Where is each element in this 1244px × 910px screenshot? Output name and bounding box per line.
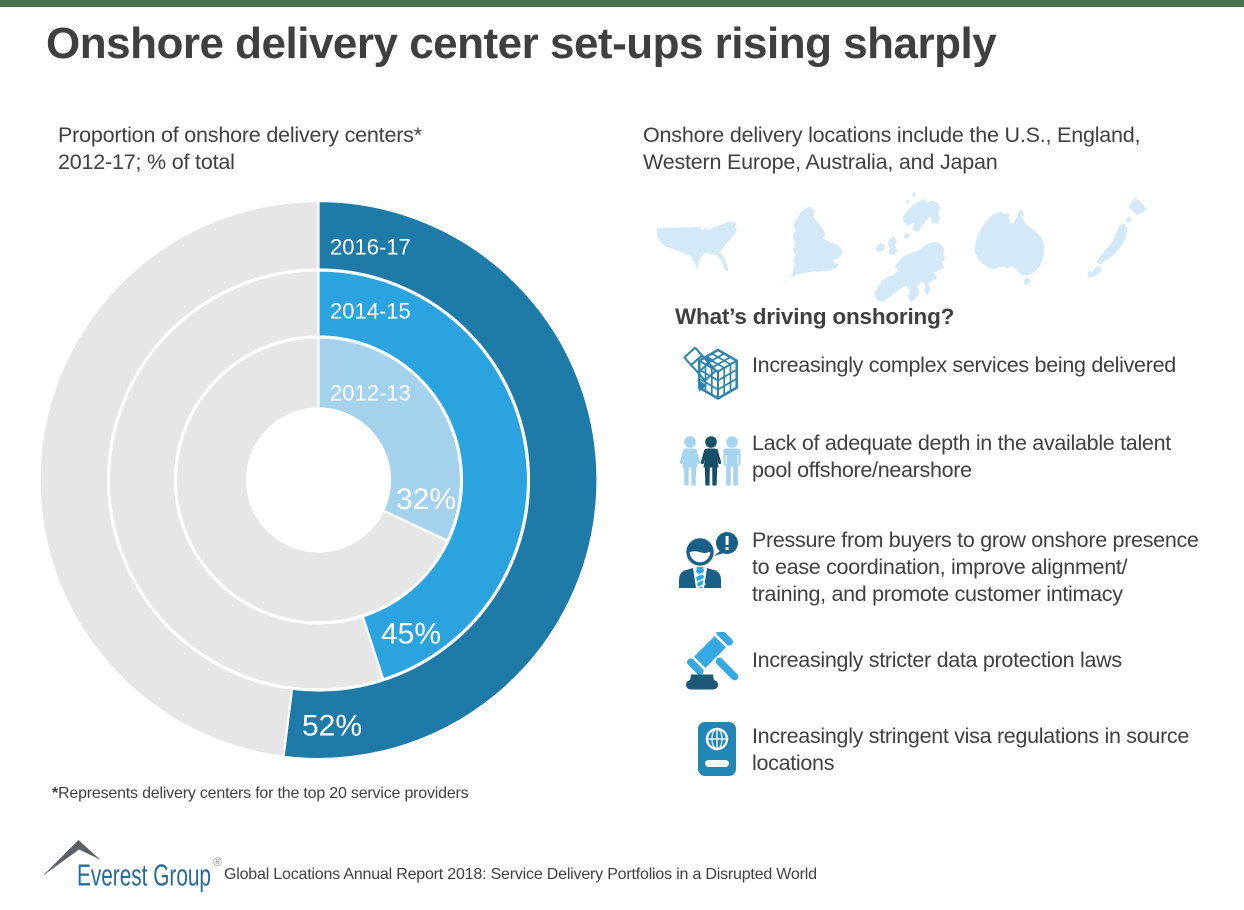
svg-text:32%: 32%	[396, 483, 456, 516]
svg-text:Everest Group: Everest Group	[77, 858, 211, 893]
svg-text:45%: 45%	[381, 618, 441, 651]
svg-text:2016-17: 2016-17	[330, 235, 411, 260]
svg-text:2014-15: 2014-15	[330, 299, 411, 324]
svg-text:®: ®	[213, 855, 222, 869]
svg-text:2012-13: 2012-13	[330, 381, 411, 406]
svg-text:52%: 52%	[302, 709, 362, 742]
